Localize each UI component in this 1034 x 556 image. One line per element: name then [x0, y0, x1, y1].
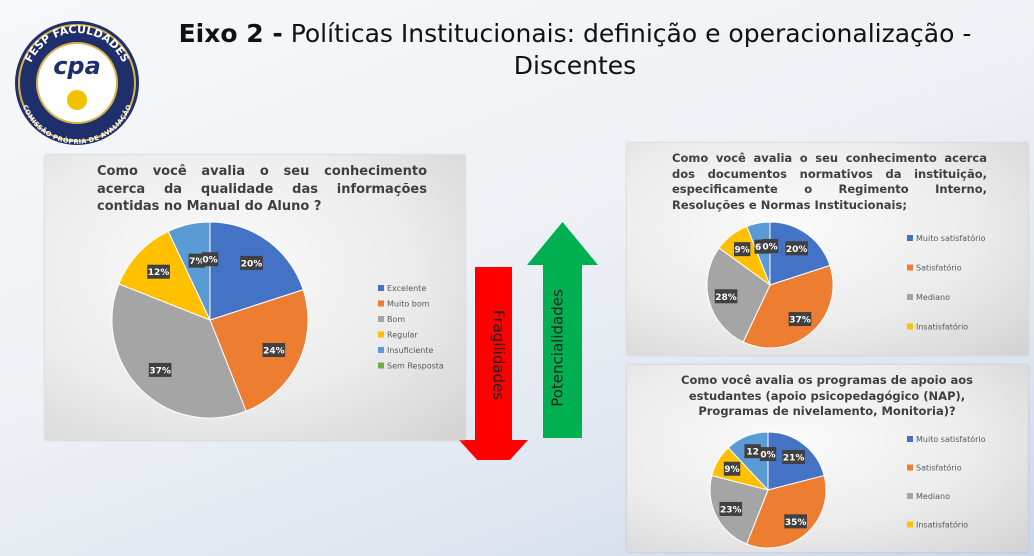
title-bold: Eixo 2 - — [178, 19, 283, 48]
data-label: 0% — [202, 256, 217, 266]
pie-chart: 20%37%28%9%6%0%Muito satisfatórioSatisfa… — [706, 221, 986, 349]
legend-label: Sem Resposta — [387, 362, 444, 371]
data-label: 9% — [724, 465, 739, 475]
data-label: 35% — [785, 518, 807, 528]
legend-swatch — [378, 362, 384, 369]
legend-label: Muito satisfatório — [916, 434, 986, 444]
pie-slice — [209, 221, 304, 321]
chart-panel: Como você avalia o seu conhecimento acer… — [45, 155, 465, 440]
legend-label: Mediano — [916, 293, 950, 302]
chart-title: Como você avalia o seu conhecimento acer… — [672, 151, 987, 212]
legend-swatch — [907, 521, 913, 528]
legend-label: Excelente — [387, 284, 426, 293]
data-label-bg — [147, 264, 170, 279]
legend-swatch — [907, 464, 913, 471]
data-label: 7% — [189, 257, 204, 267]
data-label: 37% — [149, 366, 171, 376]
legend-label: Insuficiente — [387, 346, 433, 355]
data-label: 0% — [760, 451, 775, 461]
logo-center-text: cpa — [53, 52, 101, 80]
data-label-bg — [784, 514, 807, 529]
data-label: 23% — [720, 505, 742, 515]
data-label: 37% — [789, 316, 811, 326]
data-label: 0% — [762, 242, 777, 252]
legend-swatch — [378, 347, 384, 353]
legend-swatch — [378, 285, 384, 291]
legend-swatch — [907, 235, 913, 241]
chart-panel: Como você avalia o seu conhecimento acer… — [627, 143, 1028, 355]
data-label-bg — [714, 289, 738, 304]
pie-slice — [706, 247, 771, 343]
legend-label: Regular — [387, 331, 418, 340]
title-text: Políticas Institucionais: definição e op… — [290, 19, 972, 80]
slide-title: Eixo 2 - Políticas Institucionais: defin… — [170, 18, 980, 82]
data-label-bg — [744, 444, 761, 459]
chart-title: Como você avalia o seu conhecimento acer… — [97, 164, 427, 215]
legend-label: Satisfatório — [916, 463, 962, 473]
data-label-bg — [723, 461, 741, 476]
legend-swatch — [907, 323, 913, 330]
logo-center — [36, 42, 118, 124]
data-label: 20% — [786, 245, 808, 255]
chart-panel: Como você avalia os programas de apoio a… — [627, 365, 1028, 552]
legend-label: Satisfatório — [916, 263, 962, 273]
legend-label: Insatisfatório — [916, 520, 968, 530]
legend-swatch — [907, 493, 913, 499]
data-label: 9% — [735, 246, 750, 256]
arrow-up-label: Potencialidades — [549, 289, 567, 407]
data-label-bg — [733, 242, 751, 257]
data-label-bg — [719, 501, 743, 516]
data-label-bg — [759, 447, 777, 462]
arrow-down-label: Fragilidades — [490, 310, 508, 400]
legend-label: Muito satisfatório — [916, 233, 986, 243]
pie-chart: 20% 24% 37% 12% 7%0% Excelente Muito bom Bom Reg… — [111, 221, 444, 419]
legend-swatch — [907, 264, 913, 271]
data-label: 28% — [715, 293, 737, 303]
data-label-bg — [262, 343, 286, 358]
legend-label: Bom — [387, 315, 405, 324]
data-label: 21% — [783, 454, 805, 464]
arrow-up — [527, 222, 598, 438]
chart-title: Como você avalia os programas de apoio a… — [681, 373, 973, 419]
legend-swatch — [378, 316, 384, 322]
data-label: 20% — [241, 259, 263, 269]
logo-ring-gold — [18, 24, 136, 142]
legend-label: Insatisfatório — [916, 322, 968, 332]
legend-swatch — [378, 331, 384, 338]
data-label-bg — [785, 241, 808, 256]
logo-figure — [67, 90, 87, 110]
data-label: 12% — [148, 268, 170, 278]
pie-slice — [742, 264, 834, 349]
arrow-down — [459, 267, 528, 460]
legend-label: Mediano — [916, 492, 950, 501]
data-label-bg — [148, 362, 172, 377]
data-label-bg — [201, 252, 219, 267]
pie-slice — [745, 474, 827, 549]
pie-chart: 21% 35% 23% 9% 12 0% Muito satisfatório Satisfa… — [709, 431, 986, 549]
data-label-bg — [782, 450, 805, 465]
legend-swatch — [907, 294, 913, 300]
legend-swatch — [378, 300, 384, 307]
data-label: 12 — [746, 448, 759, 458]
data-label-bg — [788, 312, 812, 327]
data-label: 24% — [263, 347, 285, 357]
data-label-bg — [188, 253, 205, 268]
pie-slice — [111, 283, 247, 419]
legend-swatch — [907, 436, 913, 442]
data-label-bg — [240, 255, 263, 270]
logo: FESP FACULDADES COMISSÃO PRÓPRIA DE AVAL… — [15, 21, 139, 146]
data-label-bg — [761, 238, 779, 253]
legend-label: Muito bom — [387, 300, 430, 309]
arrows: Fragilidades Potencialidades — [459, 222, 598, 460]
